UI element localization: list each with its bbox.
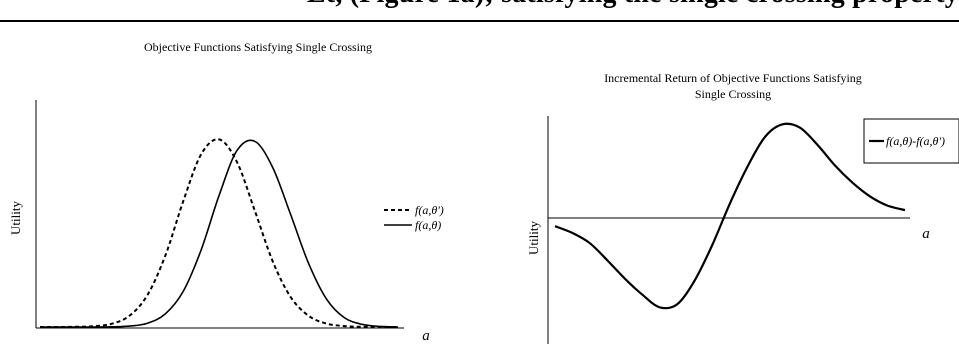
left-series-line-1: [40, 139, 399, 328]
right-y-axis-label: Utility: [526, 221, 541, 255]
left-legend-label-1: f(a,θ): [415, 218, 441, 232]
left-series-line-0: [40, 138, 398, 328]
left-legend: f(a,θ') f(a,θ): [384, 203, 444, 232]
right-chart-title-line-1: Incremental Return of Objective Function…: [604, 71, 862, 85]
right-series-group: [554, 122, 906, 310]
right-series-line-0: [554, 122, 906, 310]
left-x-axis-label: a: [422, 328, 430, 344]
left-chart: Objective Functions Satisfying Single Cr…: [8, 40, 444, 344]
left-y-axis-label: Utility: [8, 201, 23, 235]
right-chart: Incremental Return of Objective Function…: [526, 71, 959, 344]
header-rule: [0, 20, 959, 22]
right-x-axis-label: a: [922, 226, 930, 242]
left-series-group: [40, 138, 399, 328]
cropped-body-text: Lt, (Figure 1a); satisfying the single c…: [0, 0, 959, 18]
left-chart-title: Objective Functions Satisfying Single Cr…: [144, 40, 372, 54]
right-legend: f(a,θ)-f(a,θ'): [863, 118, 959, 164]
left-legend-label-0: f(a,θ'): [415, 203, 444, 217]
right-chart-title-line-2: Single Crossing: [695, 87, 771, 101]
right-legend-label-0: f(a,θ)-f(a,θ'): [886, 134, 945, 148]
